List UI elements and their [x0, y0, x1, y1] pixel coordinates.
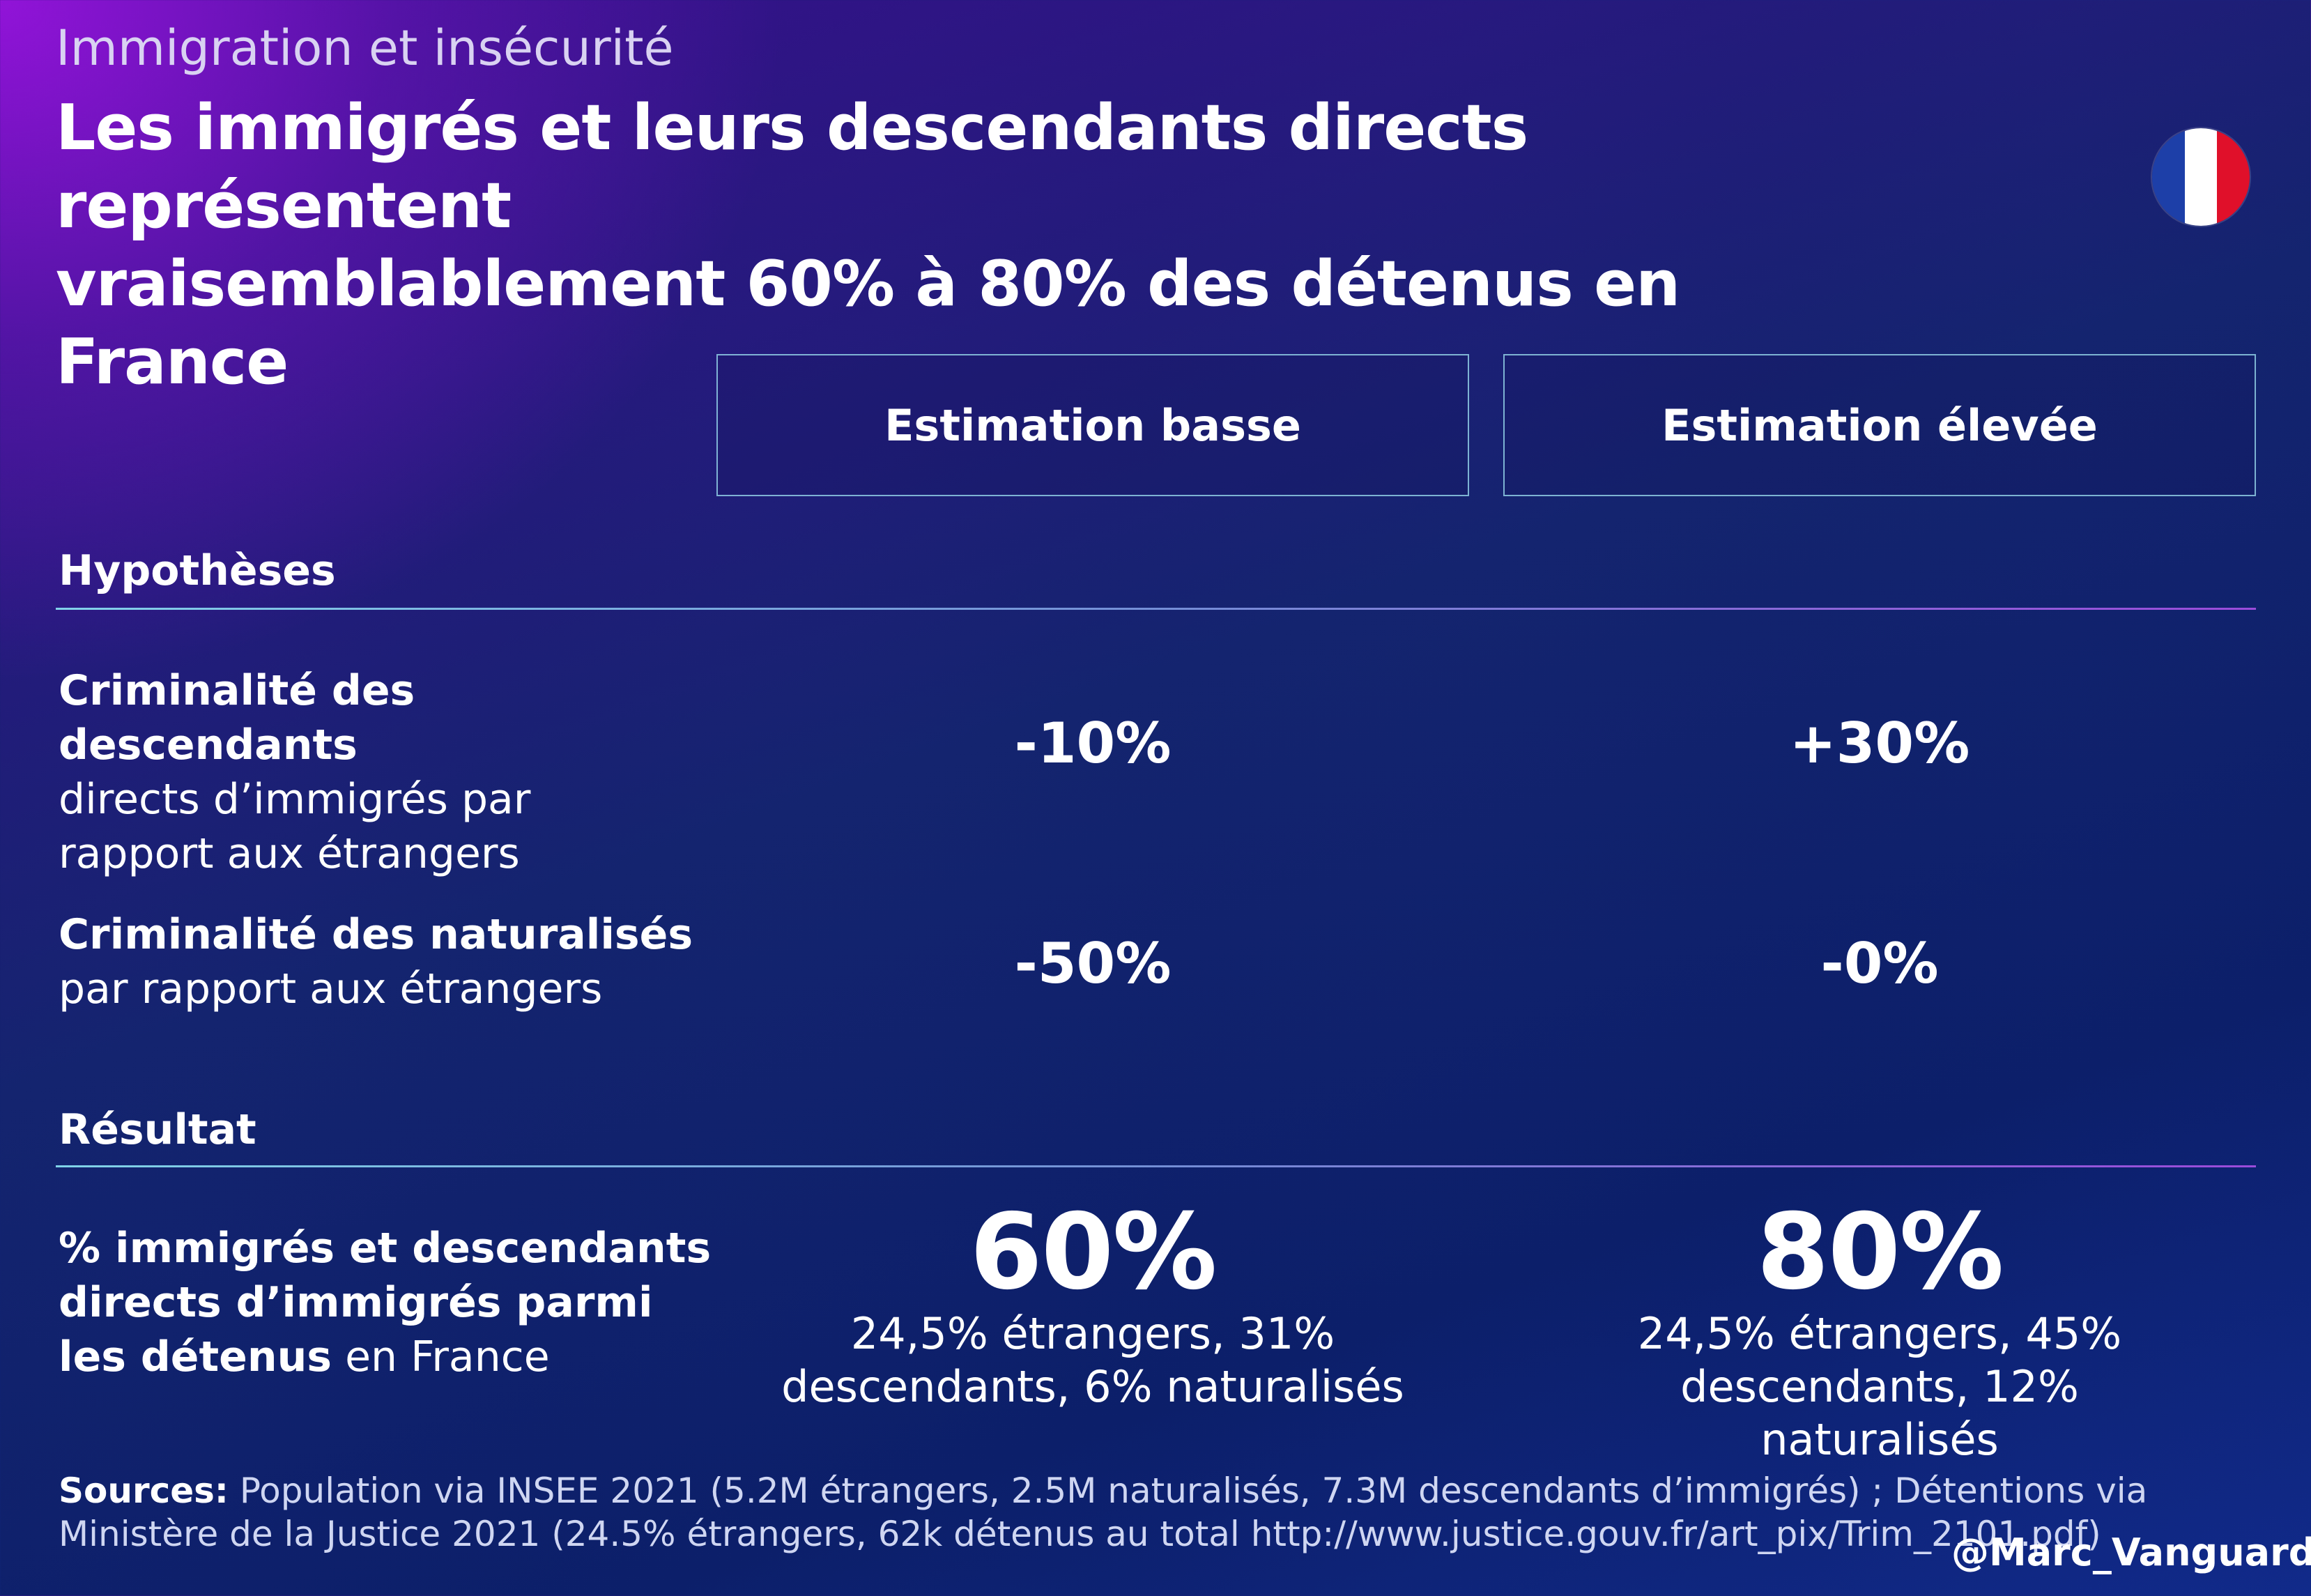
column-header-high: Estimation élevée	[1503, 354, 2256, 496]
section-heading-result: Résultat	[59, 1105, 256, 1154]
section-divider-result	[56, 1165, 2256, 1167]
row-label-descendants-rest: directs d’immigrés par rapport aux étran…	[59, 775, 531, 878]
result-low-detail: 24,5% étrangers, 31% descendants, 6% nat…	[716, 1307, 1469, 1413]
result-high-value: 80%	[1756, 1192, 2004, 1313]
column-header-low: Estimation basse	[716, 354, 1469, 496]
result-low-value: 60%	[969, 1192, 1217, 1313]
row-label-naturalises-bold: Criminalité des naturalisés	[59, 910, 693, 959]
value-naturalises-low: -50%	[1014, 931, 1172, 996]
result-high-detail: 24,5% étrangers, 45% descendants, 12% na…	[1503, 1307, 2256, 1466]
author-handle: @Marc_Vanguard	[1951, 1530, 2311, 1574]
sources-text: Population via INSEE 2021 (5.2M étranger…	[59, 1471, 2148, 1554]
section-divider-hypotheses	[56, 608, 2256, 610]
flag-stripe-blue	[2152, 128, 2185, 226]
row-label-result-bold: % immigrés et descendants directs d’immi…	[59, 1224, 712, 1381]
row-label-naturalises: Criminalité des naturalisés par rapport …	[59, 907, 728, 1016]
page-title: Les immigrés et leurs descendants direct…	[56, 89, 1868, 401]
value-naturalises-high: -0%	[1820, 931, 1939, 996]
france-flag-icon	[2152, 128, 2250, 226]
value-descendants-high: +30%	[1789, 711, 1970, 776]
sources-label: Sources:	[59, 1471, 229, 1511]
value-descendants-low: -10%	[1014, 711, 1172, 776]
section-heading-hypotheses: Hypothèses	[59, 546, 336, 595]
flag-stripe-white	[2184, 128, 2218, 226]
flag-stripe-red	[2217, 128, 2250, 226]
row-label-descendants: Criminalité des descendants directs d’im…	[59, 663, 728, 881]
title-line-1: Les immigrés et leurs descendants direct…	[56, 91, 1528, 243]
title-line-2: vraisemblablement 60% à 80% des détenus …	[56, 247, 1680, 399]
result-low-detail-text: 24,5% étrangers, 31% descendants, 6% nat…	[781, 1308, 1404, 1412]
row-label-descendants-bold: Criminalité des descendants	[59, 666, 415, 769]
row-label-result: % immigrés et descendants directs d’immi…	[59, 1221, 714, 1384]
row-label-result-rest: en France	[332, 1333, 550, 1381]
row-label-naturalises-rest: par rapport aux étrangers	[59, 965, 603, 1013]
sources-note: Sources: Population via INSEE 2021 (5.2M…	[59, 1469, 2254, 1556]
kicker-title: Immigration et insécurité	[56, 20, 674, 77]
result-high-detail-text: 24,5% étrangers, 45% descendants, 12% na…	[1637, 1308, 2122, 1465]
